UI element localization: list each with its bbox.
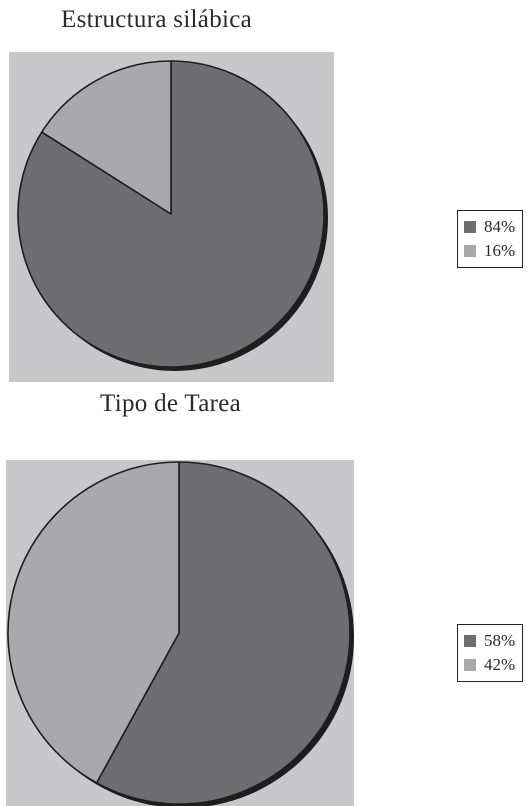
legend-label: 42% — [484, 655, 516, 674]
legend-label: 16% — [484, 241, 516, 260]
plot-area — [9, 52, 334, 382]
pie-chart-tipo-de-tarea: Tipo de Tarea 58% 42% — [0, 390, 527, 806]
pie-slice-58-percent — [95, 461, 351, 805]
legend-item: 84% — [464, 215, 522, 239]
pie-slice-16-percent — [41, 60, 172, 215]
chart-title: Tipo de Tarea — [100, 390, 242, 417]
chart-title: Estructura silábica — [61, 6, 253, 33]
legend-label: 58% — [484, 631, 516, 650]
legend-swatch — [464, 635, 476, 647]
legend: 84% 16% — [457, 210, 523, 268]
pie-slice-42-percent — [7, 461, 180, 784]
pie-chart-estructura-silabica: Estructura silábica 84% 16% — [0, 0, 527, 390]
plot-area — [6, 460, 354, 806]
legend-label: 84% — [484, 217, 516, 236]
legend: 58% 42% — [457, 624, 523, 682]
legend-item: 58% — [464, 629, 522, 653]
legend-swatch — [464, 245, 476, 257]
legend-swatch — [464, 659, 476, 671]
pie — [17, 60, 328, 371]
legend-item: 16% — [464, 239, 522, 263]
legend-swatch — [464, 221, 476, 233]
pie — [7, 461, 354, 806]
legend-item: 42% — [464, 653, 522, 677]
